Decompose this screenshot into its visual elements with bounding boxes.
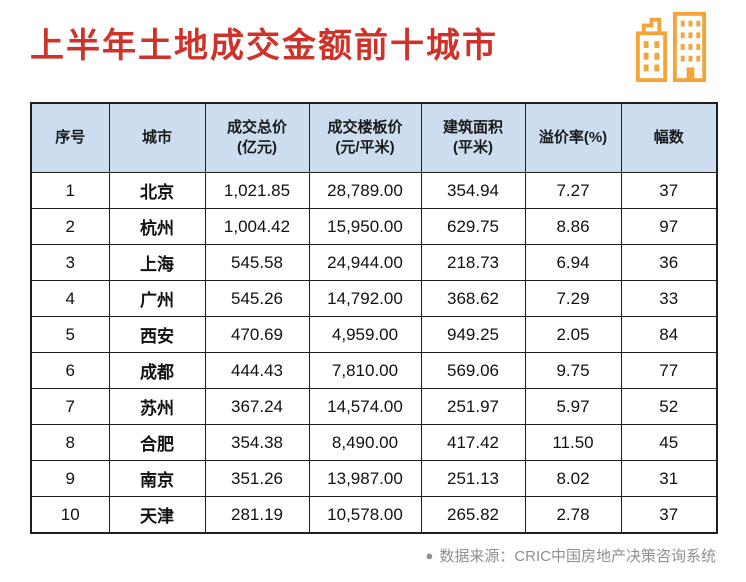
cell-area: 218.73 bbox=[420, 244, 526, 281]
table-row: 1 北京 1,021.85 28,789.00 354.94 7.27 37 bbox=[30, 172, 718, 209]
cell-serial: 10 bbox=[30, 496, 110, 534]
table-row: 5 西安 470.69 4,959.00 949.25 2.05 84 bbox=[30, 316, 718, 353]
data-source-footer: ● 数据来源：CRIC中国房地产决策咨询系统 bbox=[425, 545, 716, 566]
cell-plot-count: 31 bbox=[620, 460, 718, 497]
cell-city: 苏州 bbox=[108, 388, 206, 425]
table-row: 4 广州 545.26 14,792.00 368.62 7.29 33 bbox=[30, 280, 718, 317]
cell-floor-price: 10,578.00 bbox=[308, 496, 422, 534]
cell-total-price: 545.58 bbox=[204, 244, 310, 281]
cell-serial: 4 bbox=[30, 280, 110, 317]
cell-area: 368.62 bbox=[420, 280, 526, 317]
land-deals-table: 序号 城市 成交总价 (亿元) 成交楼板价 (元/平米) 建筑面积 (平米) 溢价率(%)… bbox=[30, 102, 718, 534]
cell-city: 北京 bbox=[108, 172, 206, 209]
cell-area: 949.25 bbox=[420, 316, 526, 353]
column-header-4: 建筑面积 (平米) bbox=[420, 102, 526, 173]
cell-total-price: 351.26 bbox=[204, 460, 310, 497]
cell-city: 上海 bbox=[108, 244, 206, 281]
cell-serial: 2 bbox=[30, 208, 110, 245]
buildings-icon bbox=[635, 11, 707, 83]
cell-premium-rate: 6.94 bbox=[524, 244, 622, 281]
cell-floor-price: 14,792.00 bbox=[308, 280, 422, 317]
cell-area: 354.94 bbox=[420, 172, 526, 209]
cell-premium-rate: 2.05 bbox=[524, 316, 622, 353]
cell-floor-price: 15,950.00 bbox=[308, 208, 422, 245]
cell-city: 广州 bbox=[108, 280, 206, 317]
cell-plot-count: 77 bbox=[620, 352, 718, 389]
cell-floor-price: 14,574.00 bbox=[308, 388, 422, 425]
cell-plot-count: 45 bbox=[620, 424, 718, 461]
cell-city: 西安 bbox=[108, 316, 206, 353]
cell-plot-count: 37 bbox=[620, 496, 718, 534]
cell-premium-rate: 7.29 bbox=[524, 280, 622, 317]
cell-serial: 9 bbox=[30, 460, 110, 497]
cell-plot-count: 33 bbox=[620, 280, 718, 317]
table-row: 7 苏州 367.24 14,574.00 251.97 5.97 52 bbox=[30, 388, 718, 425]
column-header-6: 幅数 bbox=[620, 102, 718, 173]
cell-city: 成都 bbox=[108, 352, 206, 389]
cell-area: 569.06 bbox=[420, 352, 526, 389]
cell-floor-price: 28,789.00 bbox=[308, 172, 422, 209]
cell-floor-price: 8,490.00 bbox=[308, 424, 422, 461]
cell-city: 合肥 bbox=[108, 424, 206, 461]
cell-plot-count: 37 bbox=[620, 172, 718, 209]
cell-serial: 7 bbox=[30, 388, 110, 425]
cell-area: 629.75 bbox=[420, 208, 526, 245]
cell-total-price: 1,021.85 bbox=[204, 172, 310, 209]
cell-serial: 1 bbox=[30, 172, 110, 209]
column-header-0: 序号 bbox=[30, 102, 110, 173]
cell-plot-count: 36 bbox=[620, 244, 718, 281]
page-title: 上半年土地成交金额前十城市 bbox=[30, 27, 498, 65]
cell-premium-rate: 2.78 bbox=[524, 496, 622, 534]
cell-total-price: 444.43 bbox=[204, 352, 310, 389]
cell-floor-price: 24,944.00 bbox=[308, 244, 422, 281]
cell-floor-price: 13,987.00 bbox=[308, 460, 422, 497]
column-header-2: 成交总价 (亿元) bbox=[204, 102, 310, 173]
cell-area: 251.97 bbox=[420, 388, 526, 425]
cell-plot-count: 97 bbox=[620, 208, 718, 245]
data-source-text: 数据来源：CRIC中国房地产决策咨询系统 bbox=[439, 548, 716, 565]
cell-premium-rate: 8.02 bbox=[524, 460, 622, 497]
table-row: 3 上海 545.58 24,944.00 218.73 6.94 36 bbox=[30, 244, 718, 281]
cell-total-price: 281.19 bbox=[204, 496, 310, 534]
cell-serial: 6 bbox=[30, 352, 110, 389]
cell-serial: 5 bbox=[30, 316, 110, 353]
cell-premium-rate: 9.75 bbox=[524, 352, 622, 389]
cell-city: 天津 bbox=[108, 496, 206, 534]
table-row: 2 杭州 1,004.42 15,950.00 629.75 8.86 97 bbox=[30, 208, 718, 245]
cell-premium-rate: 8.86 bbox=[524, 208, 622, 245]
table-row: 6 成都 444.43 7,810.00 569.06 9.75 77 bbox=[30, 352, 718, 389]
cell-floor-price: 4,959.00 bbox=[308, 316, 422, 353]
cell-area: 251.13 bbox=[420, 460, 526, 497]
cell-total-price: 545.26 bbox=[204, 280, 310, 317]
bullet-icon: ● bbox=[425, 548, 434, 563]
cell-premium-rate: 11.50 bbox=[524, 424, 622, 461]
cell-total-price: 470.69 bbox=[204, 316, 310, 353]
cell-total-price: 1,004.42 bbox=[204, 208, 310, 245]
table-row: 9 南京 351.26 13,987.00 251.13 8.02 31 bbox=[30, 460, 718, 497]
cell-serial: 8 bbox=[30, 424, 110, 461]
table-row: 10 天津 281.19 10,578.00 265.82 2.78 37 bbox=[30, 496, 718, 534]
cell-plot-count: 84 bbox=[620, 316, 718, 353]
cell-city: 杭州 bbox=[108, 208, 206, 245]
column-header-3: 成交楼板价 (元/平米) bbox=[308, 102, 422, 173]
column-header-5: 溢价率(%) bbox=[524, 102, 622, 173]
table-header-row: 序号 城市 成交总价 (亿元) 成交楼板价 (元/平米) 建筑面积 (平米) 溢价率(%)… bbox=[30, 102, 718, 173]
cell-floor-price: 7,810.00 bbox=[308, 352, 422, 389]
cell-total-price: 367.24 bbox=[204, 388, 310, 425]
table-row: 8 合肥 354.38 8,490.00 417.42 11.50 45 bbox=[30, 424, 718, 461]
cell-premium-rate: 5.97 bbox=[524, 388, 622, 425]
cell-city: 南京 bbox=[108, 460, 206, 497]
column-header-1: 城市 bbox=[108, 102, 206, 173]
cell-total-price: 354.38 bbox=[204, 424, 310, 461]
cell-area: 265.82 bbox=[420, 496, 526, 534]
cell-plot-count: 52 bbox=[620, 388, 718, 425]
cell-serial: 3 bbox=[30, 244, 110, 281]
cell-premium-rate: 7.27 bbox=[524, 172, 622, 209]
cell-area: 417.42 bbox=[420, 424, 526, 461]
